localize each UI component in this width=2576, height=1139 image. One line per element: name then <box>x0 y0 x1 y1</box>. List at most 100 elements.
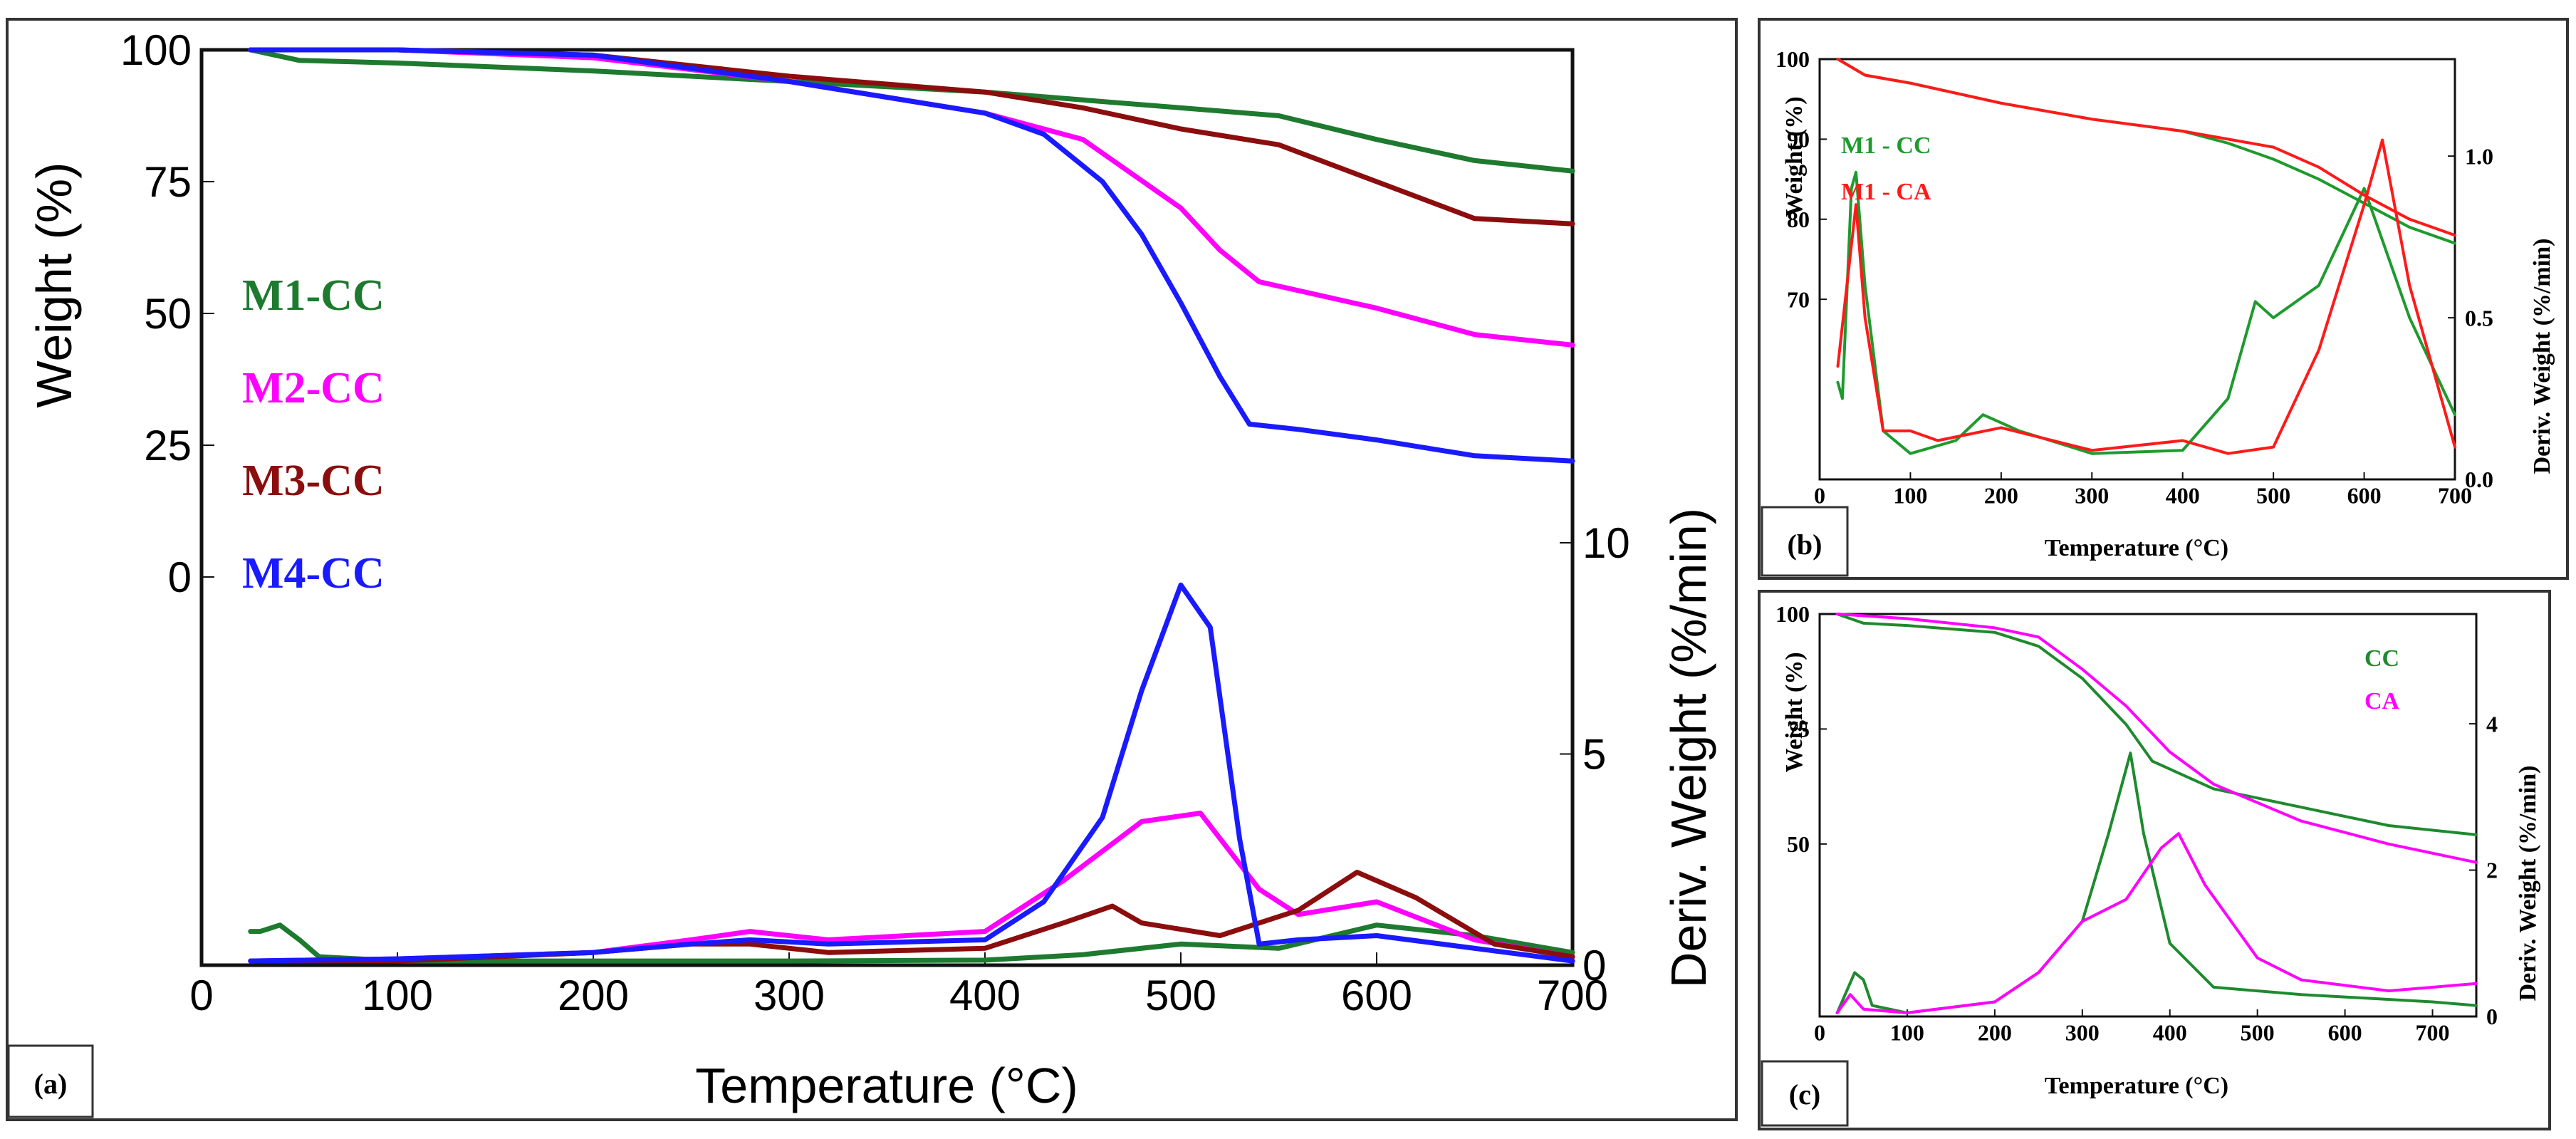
legend-entry: M3-CC <box>242 457 385 505</box>
panel-b-label: (b) <box>1788 529 1823 561</box>
y-tick-label-right: 0.0 <box>2465 467 2493 492</box>
deriv-line-cc <box>1835 751 2478 1014</box>
x-tick-label: 0 <box>1814 1020 1825 1046</box>
legend-entry: M1 - CC <box>1841 132 1931 159</box>
x-tick-label: 0 <box>1814 483 1825 509</box>
legend-entry: CA <box>2364 688 2400 714</box>
y-tick-label-left: 100 <box>1775 46 1810 72</box>
panel-c-label: (c) <box>1789 1078 1820 1111</box>
panel-b-frame <box>1758 18 2569 580</box>
legend-entry: M1 - CA <box>1841 179 1931 205</box>
x-tick-label: 100 <box>362 972 433 1019</box>
y-tick-label-right: 0.5 <box>2465 305 2493 331</box>
panel-b-label-box <box>1761 506 1849 577</box>
panel-a-label: (a) <box>34 1068 68 1100</box>
y-tick-label-left: 90 <box>1787 127 1810 152</box>
y-axis-label-left-a: Weight (%) <box>26 162 82 408</box>
y-axis-label-left-c: Weight (%) <box>1781 652 1808 772</box>
x-tick-label: 400 <box>949 972 1021 1019</box>
series-lines-a <box>248 47 1575 964</box>
y-tick-label-right: 1.0 <box>2465 143 2493 169</box>
weight-line-m2-cc <box>248 47 1575 348</box>
x-tick-label: 500 <box>2256 483 2290 509</box>
weight-line-ca <box>1835 613 2478 864</box>
deriv-line-m3-cc <box>248 870 1575 964</box>
deriv-line-m4-cc <box>248 582 1575 964</box>
x-tick-label: 700 <box>2416 1020 2450 1046</box>
panel-a-frame <box>6 18 1738 1121</box>
y-tick-label-right: 10 <box>1582 519 1630 567</box>
x-tick-label: 600 <box>2328 1020 2362 1046</box>
panel-a: (a) 0 100 200 300 400 500 600 70002550751000510… <box>6 18 1738 1121</box>
legend-entry: M2-CC <box>242 364 385 412</box>
y-axis-label-right-b: Deriv. Weight (%/min) <box>2529 239 2555 474</box>
y-tick-label-right: 4 <box>2486 711 2498 737</box>
x-tick-label: 100 <box>1890 1020 1924 1046</box>
x-tick-label: 0 <box>189 972 213 1019</box>
y-axis-label-left-b: Weight (%) <box>1781 96 1808 217</box>
plot-area-a <box>199 48 1575 967</box>
panel-c-label-box <box>1761 1060 1849 1127</box>
weight-line-cc <box>1835 613 2478 836</box>
panel-c-frame <box>1758 590 2551 1130</box>
ticks-c: 0 100 200 300 400 500 600 700 50 75 100 0 2 4 <box>1775 601 2498 1045</box>
x-tick-label: 400 <box>2153 1020 2187 1046</box>
y-tick-label-right: 0 <box>2486 1004 2498 1029</box>
x-tick-label: 600 <box>1341 972 1412 1019</box>
legend-entry: M1-CC <box>242 271 385 320</box>
y-tick-label-left: 50 <box>144 290 192 338</box>
x-tick-label: 500 <box>1145 972 1216 1019</box>
x-axis-label-b: Temperature (°C) <box>2045 535 2228 561</box>
x-tick-label: 300 <box>2075 483 2109 509</box>
deriv-line-m2-cc <box>248 811 1575 964</box>
x-axis-label-c: Temperature (°C) <box>2045 1073 2228 1099</box>
panel-b: (b) 0 100 200 300 400 500 600 700 70 80 90 100 0.0 0.… <box>1758 18 2569 580</box>
legend-a: M1-CC M2-CC M3-CC M4-CC <box>242 271 385 598</box>
legend-b: M1 - CC M1 - CA <box>1841 132 1931 205</box>
y-tick-label-left: 25 <box>144 422 192 469</box>
x-tick-label: 200 <box>558 972 629 1019</box>
deriv-line-ca <box>1835 832 2478 1014</box>
y-axis-label-right-c: Deriv. Weight (%/min) <box>2515 766 2541 1002</box>
plot-area-c <box>1818 613 2478 1018</box>
weight-line-m1-cc <box>248 47 1575 174</box>
x-tick-label: 700 <box>2438 483 2472 509</box>
legend-entry: M4-CC <box>242 549 385 598</box>
x-tick-label: 200 <box>1984 483 2018 509</box>
y-tick-label-right: 2 <box>2486 858 2498 883</box>
x-tick-label: 300 <box>753 972 825 1019</box>
series-lines-c <box>1835 613 2478 1014</box>
x-tick-label: 600 <box>2347 483 2382 509</box>
legend-entry: CC <box>2364 645 2399 672</box>
x-tick-label: 500 <box>2241 1020 2275 1046</box>
y-tick-label-left: 0 <box>168 553 192 601</box>
x-tick-label: 200 <box>1978 1020 2012 1046</box>
y-tick-label-left: 75 <box>1787 717 1810 742</box>
y-tick-label-left: 100 <box>120 26 192 74</box>
x-tick-label: 300 <box>2065 1020 2100 1046</box>
x-tick-label: 100 <box>1893 483 1927 509</box>
deriv-line-m1-cc <box>248 922 1575 964</box>
y-tick-label-left: 100 <box>1775 601 1810 627</box>
y-tick-label-right: 5 <box>1582 731 1606 779</box>
deriv-line-m1-ca <box>1836 138 2456 455</box>
ticks-b: 0 100 200 300 400 500 600 700 70 80 90 100 0.0 0.5 1.0 <box>1775 46 2493 508</box>
series-lines-b <box>1836 58 2456 455</box>
x-tick-label: 400 <box>2166 483 2200 509</box>
y-tick-label-right: 0 <box>1582 942 1606 989</box>
y-tick-label-left: 70 <box>1787 286 1810 312</box>
y-tick-label-left: 75 <box>144 158 192 206</box>
y-tick-label-left: 80 <box>1787 207 1810 232</box>
legend-c: CC CA <box>2364 645 2400 714</box>
x-axis-label-a: Temperature (°C) <box>695 1058 1078 1113</box>
y-tick-label-left: 50 <box>1787 831 1810 857</box>
x-tick-label: 700 <box>1537 972 1608 1019</box>
weight-line-m1-ca <box>1836 58 2456 237</box>
panel-a-label-box <box>7 1044 94 1118</box>
plot-area-b <box>1818 58 2456 481</box>
weight-line-m4-cc <box>248 47 1575 464</box>
y-axis-label-right-a: Deriv. Weight (%/min) <box>1661 508 1716 988</box>
